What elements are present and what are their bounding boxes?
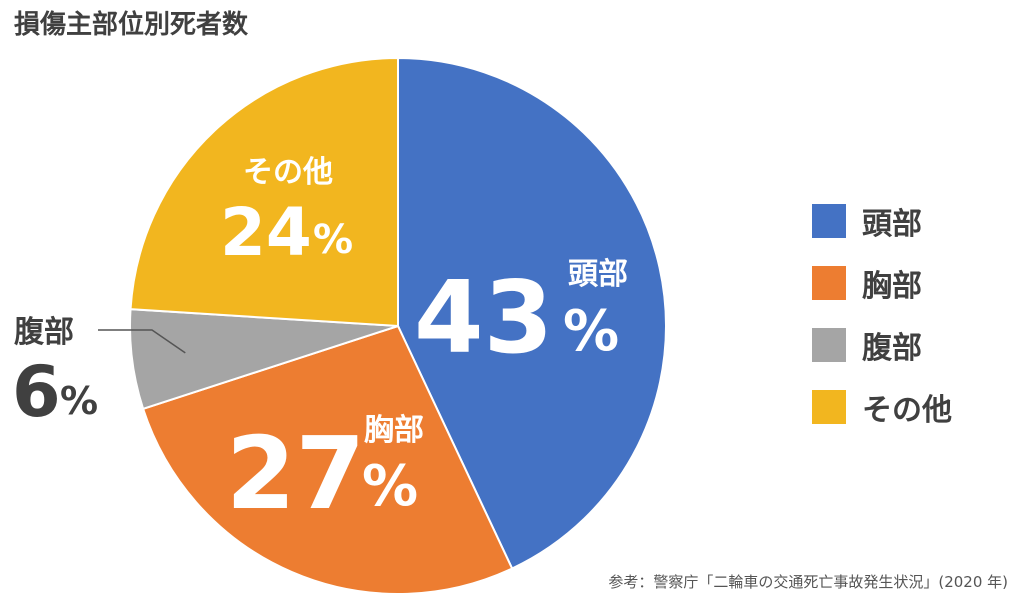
pie-slice-chest	[141, 324, 514, 595]
legend-item-chest: 胸部	[812, 262, 952, 304]
data-label-other-unit: %	[313, 217, 353, 263]
chart-title: 損傷主部位別死者数	[14, 10, 249, 40]
legend-swatch-head	[812, 204, 846, 238]
legend-swatch-other	[812, 390, 846, 424]
data-label-other-value: 24	[220, 194, 312, 271]
data-label-head-name: 頭部	[568, 257, 628, 292]
pie-slice-head	[397, 56, 667, 570]
data-label-abdomen-unit: %	[60, 379, 98, 423]
legend-label-other: その他	[862, 393, 952, 428]
legend-swatch-abdomen	[812, 328, 846, 362]
legend-label-abdomen: 腹部	[862, 331, 922, 366]
data-label-chest-value: 27	[226, 415, 365, 532]
data-label-head-unit: %	[563, 299, 619, 364]
data-label-chest-unit: %	[362, 454, 418, 519]
data-label-chest-name: 胸部	[364, 413, 424, 448]
data-label-head-value: 43	[414, 259, 553, 376]
legend-item-abdomen: 腹部	[812, 324, 952, 366]
legend-label-head: 頭部	[862, 207, 922, 242]
legend-item-head: 頭部	[812, 200, 952, 242]
legend-item-other: その他	[812, 386, 952, 428]
data-label-abdomen-name: 腹部	[14, 315, 74, 350]
leader-line-abdomen	[98, 329, 186, 354]
legend: 頭部 胸部 腹部 その他	[812, 200, 952, 448]
legend-label-chest: 胸部	[862, 269, 922, 304]
data-label-other-name: その他	[243, 155, 333, 190]
data-label-abdomen-value: 6	[12, 351, 61, 433]
legend-swatch-chest	[812, 266, 846, 300]
source-note: 参考：警察庁「二輪車の交通死亡事故発生状況」(2020 年)	[608, 573, 1008, 591]
pie-slice-other	[129, 56, 399, 328]
